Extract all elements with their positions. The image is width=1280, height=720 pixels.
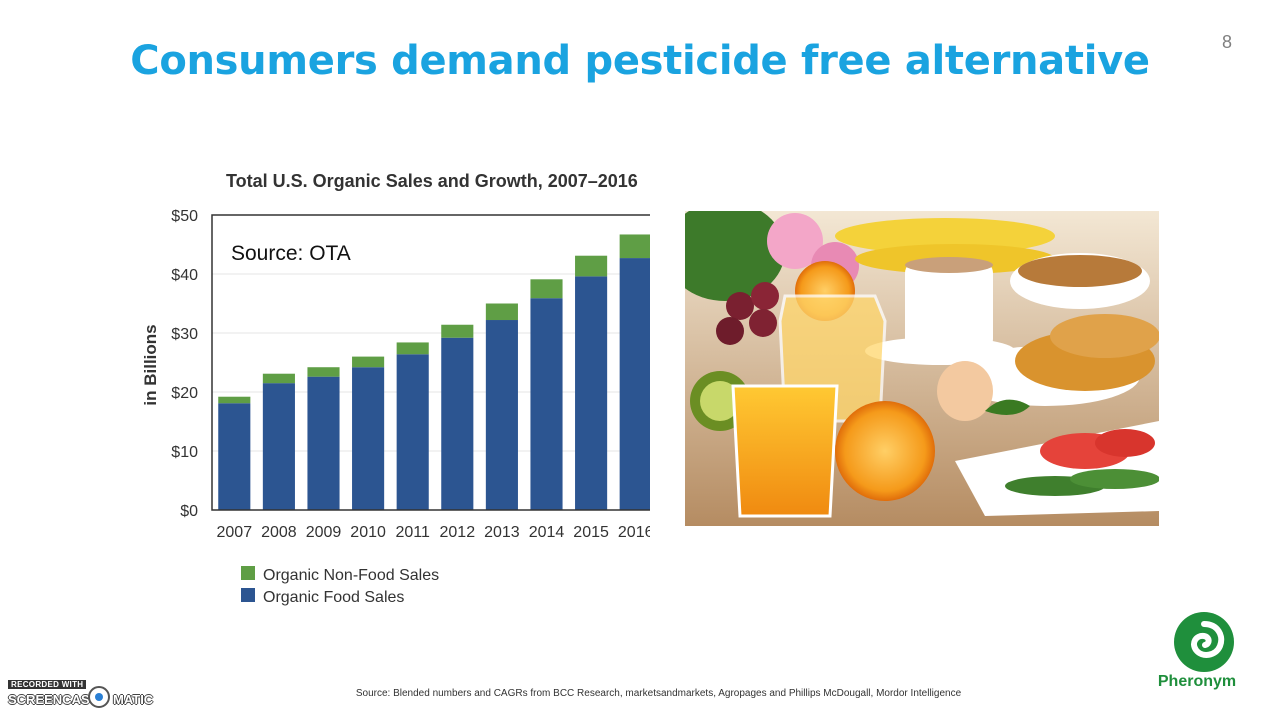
bar-nonfood-sales [441,324,474,338]
bar-food-sales [485,320,518,510]
x-tick-label: 2014 [529,524,565,541]
y-tick-label: $20 [171,385,198,402]
bar-food-sales [262,383,295,510]
slide-title: Consumers demand pesticide free alternat… [130,38,1150,84]
bar-nonfood-sales [485,303,518,321]
source-footnote: Source: Blended numbers and CAGRs from B… [355,688,962,699]
pheronym-logo-icon [1174,612,1234,672]
bar-nonfood-sales [262,373,295,384]
legend-swatch [241,588,255,602]
bar-nonfood-sales [530,279,563,299]
x-tick-label: 2013 [484,524,520,541]
chart-legend: Organic Non-Food Sales Organic Food Sales [241,566,439,606]
y-tick-label: $30 [171,326,198,343]
bar-food-sales [619,258,650,510]
y-tick-label: $50 [171,208,198,225]
x-tick-label: 2009 [306,524,342,541]
y-tick-label: $40 [171,267,198,284]
watermark-top-text: RECORDED WITH [8,680,87,689]
bar-food-sales [530,298,563,510]
chart-title: Total U.S. Organic Sales and Growth, 200… [226,171,638,191]
bar-nonfood-sales [396,342,429,355]
legend-label: Organic Food Sales [263,589,404,606]
y-axis-label: in Billions [141,324,160,405]
plot-frame [211,214,650,511]
x-tick-label: 2011 [395,524,430,541]
bar-food-sales [575,276,608,510]
screencast-watermark: RECORDED WITH SCREENCAST MATIC [8,680,158,716]
watermark-left-text: SCREENCAST [8,692,98,707]
y-tick-label: $0 [180,503,198,520]
chart-bars [218,234,650,510]
y-tick-label: $10 [171,444,198,461]
bar-nonfood-sales [218,396,251,404]
bar-nonfood-sales [307,367,340,377]
y-axis-ticks: $0 $10 $20 $30 $40 $50 [171,208,198,520]
breakfast-photo [685,211,1159,526]
legend-label: Organic Non-Food Sales [263,567,439,584]
bar-nonfood-sales [619,234,650,259]
x-tick-label: 2010 [350,524,386,541]
x-tick-label: 2015 [573,524,609,541]
page-number: 8 [1222,32,1233,52]
bar-food-sales [307,376,340,510]
bar-food-sales [218,403,251,510]
chart-source-annotation: Source: OTA [231,242,351,265]
x-tick-label: 2012 [440,524,476,541]
bar-food-sales [441,337,474,510]
x-tick-label: 2008 [261,524,297,541]
bar-food-sales [396,354,429,510]
bar-nonfood-sales [352,356,385,368]
bar-nonfood-sales [575,255,608,277]
x-axis-ticks: 2007 2008 2009 2010 2011 2012 2013 2014 2015 2016 [217,524,650,541]
organic-sales-chart: Total U.S. Organic Sales and Growth, 200… [141,171,650,606]
watermark-right-text: MATIC [113,692,154,707]
pheronym-logo-text: Pheronym [1157,673,1237,690]
record-icon [88,686,110,708]
x-tick-label: 2007 [217,524,253,541]
bar-food-sales [352,367,385,510]
x-tick-label: 2016 [618,524,650,541]
legend-swatch [241,566,255,580]
